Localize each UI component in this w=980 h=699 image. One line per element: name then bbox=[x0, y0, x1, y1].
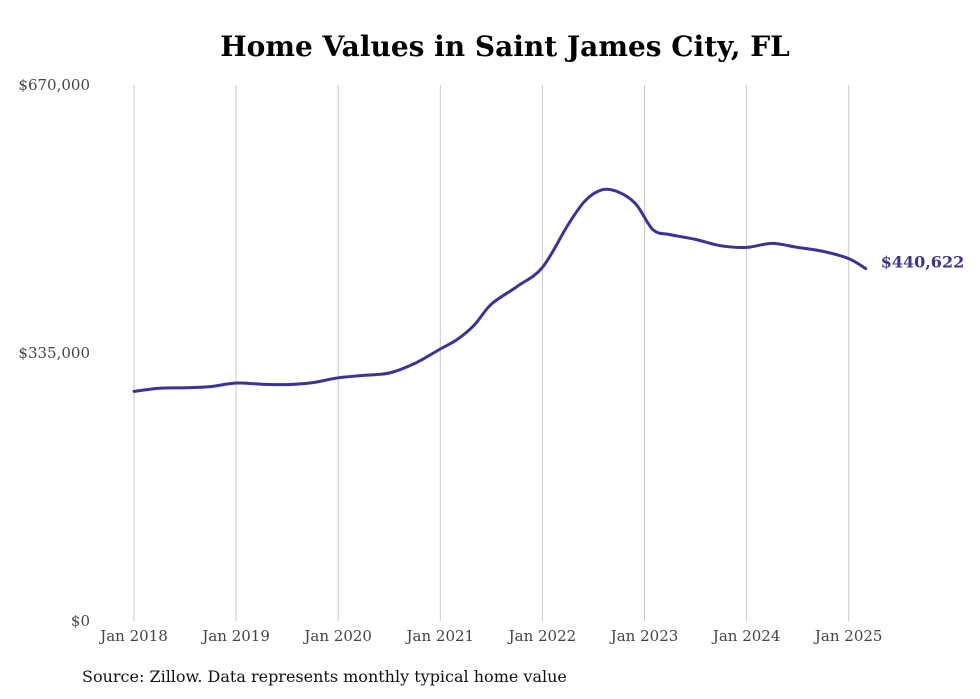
end-value-label: $440,622 bbox=[881, 253, 965, 272]
y-tick-label: $0 bbox=[71, 612, 90, 630]
chart-title: Home Values in Saint James City, FL bbox=[220, 30, 790, 63]
y-axis-labels: $0 $335,000 $670,000 bbox=[18, 76, 90, 630]
x-tick-label: Jan 2025 bbox=[813, 627, 883, 645]
x-axis-labels: Jan 2018 Jan 2019 Jan 2020 Jan 2021 Jan 2022… bbox=[98, 627, 882, 645]
x-tick-label: Jan 2024 bbox=[711, 627, 781, 645]
x-tick-label: Jan 2020 bbox=[302, 627, 372, 645]
y-tick-label: $670,000 bbox=[18, 76, 90, 94]
grid-lines bbox=[133, 85, 850, 621]
y-tick-label: $335,000 bbox=[18, 344, 90, 362]
x-tick-label: Jan 2023 bbox=[609, 627, 679, 645]
x-tick-label: Jan 2019 bbox=[200, 627, 270, 645]
source-note: Source: Zillow. Data represents monthly … bbox=[82, 667, 567, 686]
x-tick-label: Jan 2021 bbox=[405, 627, 475, 645]
series-line bbox=[132, 187, 868, 393]
x-tick-label: Jan 2022 bbox=[507, 627, 577, 645]
x-tick-label: Jan 2018 bbox=[98, 627, 168, 645]
